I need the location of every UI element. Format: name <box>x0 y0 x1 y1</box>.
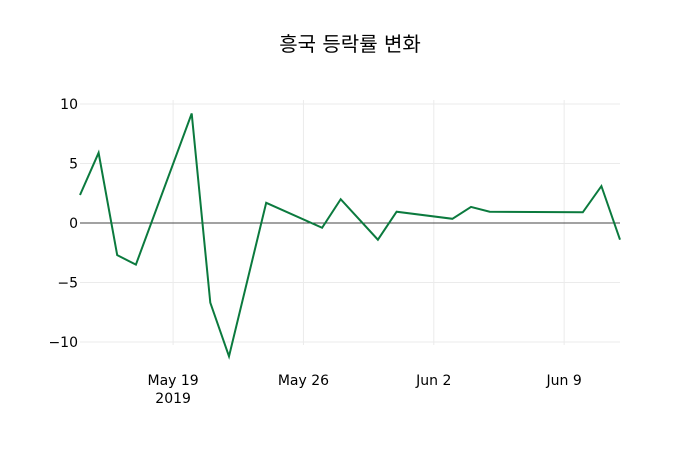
x-tick-label: Jun 2 <box>415 373 451 389</box>
y-tick-label: 5 <box>69 157 78 173</box>
x-tick-label: May 19 <box>147 373 198 389</box>
y-tick-label: −5 <box>57 276 78 292</box>
y-tick-label: 10 <box>60 97 78 113</box>
x-tick-label: Jun 9 <box>546 373 582 389</box>
data-line <box>79 113 621 360</box>
chart-title: 흥국 등락률 변화 <box>279 32 421 56</box>
y-tick-label: −10 <box>48 335 78 351</box>
y-tick-label: 0 <box>69 216 78 232</box>
x-tick-label: May 26 <box>278 373 329 389</box>
x-tick-year-label: 2019 <box>155 391 191 407</box>
